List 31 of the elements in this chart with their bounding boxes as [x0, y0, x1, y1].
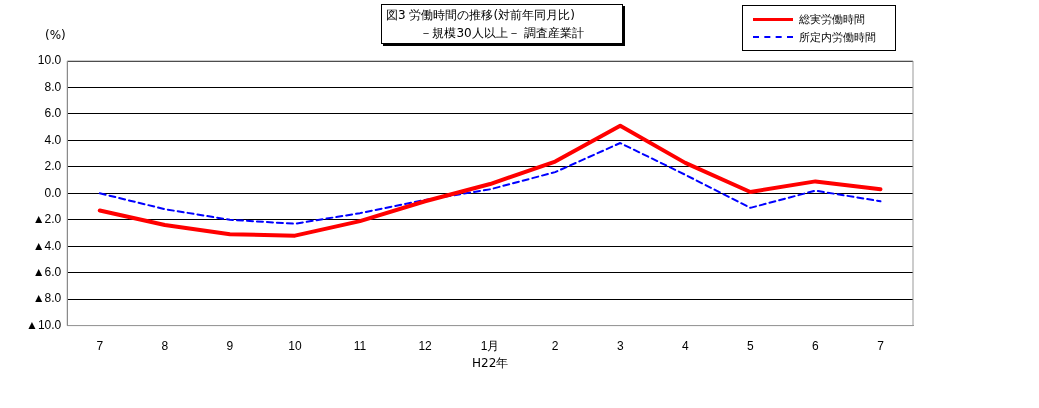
y-tick-label: 2.0 — [44, 159, 62, 174]
legend-label: 総実労働時間 — [799, 11, 865, 27]
y-axis-title: (%) — [45, 28, 66, 42]
x-tick-label: 11 — [353, 339, 367, 354]
y-tick-label: 8.0 — [44, 79, 62, 94]
x-tick-label: 10 — [288, 339, 302, 354]
line-series — [98, 142, 882, 225]
x-tick-label: 6 — [812, 339, 820, 354]
y-tick-label: 6.0 — [44, 106, 62, 121]
x-tick-label: 4 — [681, 339, 689, 354]
y-tick-label: 4.0 — [44, 132, 62, 147]
y-tick-label: 10.0 — [37, 53, 62, 68]
y-tick-label: 0.0 — [44, 185, 62, 200]
x-tick-label: 12 — [418, 339, 433, 354]
x-tick-label: 9 — [226, 339, 234, 354]
x-tick-label: 3 — [616, 339, 624, 354]
y-tick-label: ▲2.0 — [32, 212, 62, 227]
x-tick-label: 7 — [96, 339, 104, 354]
y-tick-label: ▲4.0 — [32, 238, 62, 253]
chart-subtitle: －規模30人以上－ 調査産業計 — [419, 25, 585, 42]
x-tick-label: 8 — [161, 339, 169, 354]
x-tick-label: 2 — [551, 339, 559, 354]
y-tick-label: ▲6.0 — [32, 264, 62, 279]
y-tick-label: ▲10.0 — [26, 317, 62, 332]
x-tick-label: 7 — [877, 339, 885, 354]
x-tick-label: 5 — [747, 339, 755, 354]
y-tick-label: ▲8.0 — [32, 291, 62, 306]
text: H22年 — [471, 355, 509, 370]
x-tick-label: 1月 — [480, 339, 500, 354]
legend-label: 所定内労働時間 — [799, 29, 876, 45]
chart-title: 図3 労働時間の推移(対前年同月比) — [386, 7, 576, 24]
